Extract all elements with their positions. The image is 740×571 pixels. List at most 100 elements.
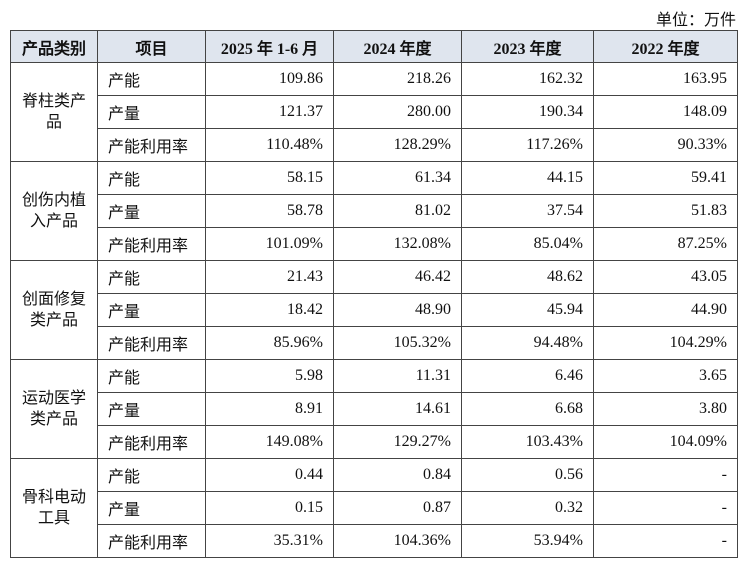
item-cell: 产能: [97, 260, 206, 294]
value-cell: 81.02: [333, 194, 462, 228]
value-cell: 280.00: [333, 95, 462, 129]
item-cell: 产量: [97, 392, 206, 426]
value-cell: 14.61: [333, 392, 462, 426]
capacity-table: 产品类别 项目 2025 年 1-6 月 2024 年度 2023 年度 2022 年度 …: [10, 30, 738, 558]
value-cell: 162.32: [461, 62, 594, 96]
value-cell: 44.15: [461, 161, 594, 195]
item-cell: 产能: [97, 62, 206, 96]
value-cell: -: [593, 491, 738, 525]
value-cell: -: [593, 524, 738, 558]
header-cell: 产品类别: [10, 30, 98, 63]
value-cell: 46.42: [333, 260, 462, 294]
value-cell: 105.32%: [333, 326, 462, 360]
value-cell: 0.84: [333, 458, 462, 492]
value-cell: 218.26: [333, 62, 462, 96]
table-row: 创伤内植入产品 产能 58.15 61.34 44.15 59.41: [10, 161, 738, 261]
value-cell: 0.87: [333, 491, 462, 525]
value-cell: 104.36%: [333, 524, 462, 558]
item-cell: 产能: [97, 359, 206, 393]
table-row: 产量 58.78 81.02 37.54 51.83: [11, 194, 738, 228]
item-cell: 产能利用率: [97, 425, 206, 459]
value-cell: 129.27%: [333, 425, 462, 459]
value-cell: 117.26%: [461, 128, 594, 162]
value-cell: 101.09%: [205, 227, 334, 261]
value-cell: 128.29%: [333, 128, 462, 162]
item-cell: 产量: [97, 95, 206, 129]
table-row: 产能利用率 149.08% 129.27% 103.43% 104.09%: [11, 425, 738, 459]
value-cell: 48.90: [333, 293, 462, 327]
value-cell: 11.31: [333, 359, 462, 393]
table-row: 产能利用率 110.48% 128.29% 117.26% 90.33%: [11, 128, 738, 162]
table-row: 骨科电动工具 产能 0.44 0.84 0.56-: [10, 458, 738, 558]
value-cell: 104.29%: [593, 326, 738, 360]
value-cell: 44.90: [593, 293, 738, 327]
value-cell: 132.08%: [333, 227, 462, 261]
value-cell: 35.31%: [205, 524, 334, 558]
value-cell: 87.25%: [593, 227, 738, 261]
value-cell: 190.34: [461, 95, 594, 129]
value-cell: 3.80: [593, 392, 738, 426]
header-cell: 2023 年度: [461, 30, 594, 63]
category-cell: 创面修复类产品: [10, 260, 98, 360]
value-cell: 43.05: [593, 260, 738, 294]
value-cell: 37.54: [461, 194, 594, 228]
value-cell: 148.09: [593, 95, 738, 129]
value-cell: 149.08%: [205, 425, 334, 459]
value-cell: 61.34: [333, 161, 462, 195]
table-row: 创面修复类产品 产能 21.43 46.42 48.62 43.05: [10, 260, 738, 360]
item-cell: 产量: [97, 293, 206, 327]
value-cell: 3.65: [593, 359, 738, 393]
value-cell: 0.32: [461, 491, 594, 525]
value-cell: 85.04%: [461, 227, 594, 261]
value-cell: 163.95: [593, 62, 738, 96]
table-row: 产量 18.42 48.90 45.94 44.90: [11, 293, 738, 327]
value-cell: 109.86: [205, 62, 334, 96]
value-cell: 0.56: [461, 458, 594, 492]
item-cell: 产能利用率: [97, 227, 206, 261]
value-cell: 110.48%: [205, 128, 334, 162]
value-cell: -: [593, 458, 738, 492]
value-cell: 103.43%: [461, 425, 594, 459]
item-cell: 产能利用率: [97, 326, 206, 360]
item-cell: 产量: [97, 194, 206, 228]
value-cell: 59.41: [593, 161, 738, 195]
value-cell: 8.91: [205, 392, 334, 426]
header-cell: 2024 年度: [333, 30, 462, 63]
table-row: 产量 8.91 14.61 6.68 3.80: [11, 392, 738, 426]
table-row: 产量 0.15 0.87 0.32-: [11, 491, 738, 525]
value-cell: 90.33%: [593, 128, 738, 162]
value-cell: 0.15: [205, 491, 334, 525]
category-cell: 脊柱类产品: [10, 62, 98, 162]
value-cell: 58.78: [205, 194, 334, 228]
item-cell: 产能: [97, 161, 206, 195]
category-cell: 创伤内植入产品: [10, 161, 98, 261]
value-cell: 6.68: [461, 392, 594, 426]
value-cell: 94.48%: [461, 326, 594, 360]
unit-note: 单位：万件: [655, 12, 736, 29]
value-cell: 53.94%: [461, 524, 594, 558]
value-cell: 45.94: [461, 293, 594, 327]
value-cell: 121.37: [205, 95, 334, 129]
value-cell: 85.96%: [205, 326, 334, 360]
header-row: 产品类别 项目 2025 年 1-6 月 2024 年度 2023 年度 2022 年度: [10, 30, 738, 63]
value-cell: 18.42: [205, 293, 334, 327]
item-cell: 产能利用率: [97, 128, 206, 162]
table-row: 产量 121.37 280.00 190.34 148.09: [11, 95, 738, 129]
table-body: 脊柱类产品 产能 109.86 218.26 162.32 163.95 产量 121.37 2…: [10, 62, 738, 558]
header-cell: 2022 年度: [593, 30, 738, 63]
value-cell: 51.83: [593, 194, 738, 228]
table-row: 产能利用率 35.31% 104.36% 53.94% -: [11, 524, 738, 558]
table-row: 运动医学类产品 产能 5.98 11.31 6.46 3.65: [10, 359, 738, 459]
header-cell: 2025 年 1-6 月: [205, 30, 334, 63]
value-cell: 21.43: [205, 260, 334, 294]
value-cell: 48.62: [461, 260, 594, 294]
value-cell: 0.44: [205, 458, 334, 492]
value-cell: 58.15: [205, 161, 334, 195]
value-cell: 6.46: [461, 359, 594, 393]
item-cell: 产能: [97, 458, 206, 492]
header-cell: 项目: [97, 30, 206, 63]
category-cell: 运动医学类产品: [10, 359, 98, 459]
table-row: 脊柱类产品 产能 109.86 218.26 162.32 163.95: [10, 62, 738, 162]
item-cell: 产量: [97, 491, 206, 525]
